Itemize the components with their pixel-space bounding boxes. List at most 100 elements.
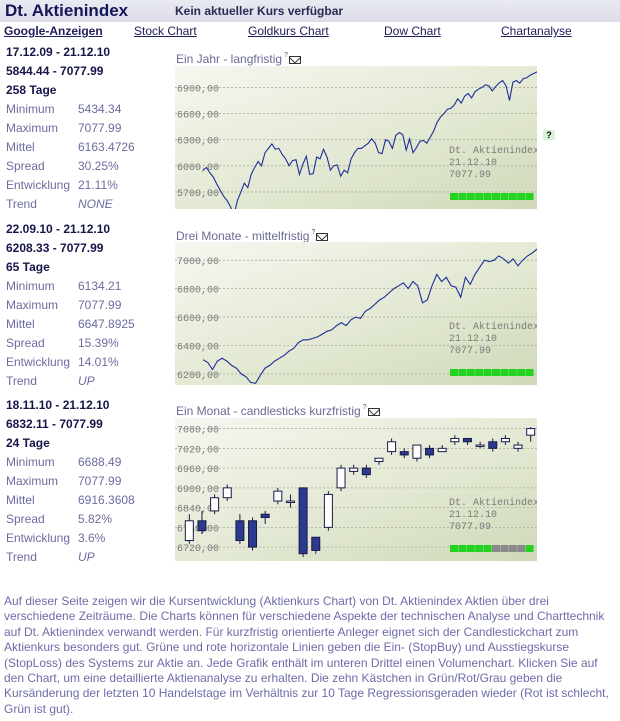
stat-label: Mittel — [6, 317, 35, 331]
nav-google-ads[interactable]: Google-Anzeigen — [4, 24, 103, 38]
chart-one-year-svg[interactable]: 5700,00 6000,00 6300,00 6600,00 6900,00 Dt. A… — [175, 66, 537, 209]
stat-maximum: Maximum 7077.99 — [6, 119, 166, 138]
candle-body — [475, 444, 485, 448]
price-line — [202, 248, 537, 384]
chart-title-three-months[interactable]: Drei Monate - mittelfristig? — [176, 229, 329, 243]
stat-label: Trend — [6, 550, 37, 564]
legend-name: Dt. Aktienindex — [449, 497, 537, 509]
candle-body — [222, 487, 232, 499]
stat-value: 6916.3608 — [78, 493, 135, 507]
chart-one-month[interactable]: 6720,006780,006840,006900,006960,007020,… — [175, 418, 537, 561]
candle-body — [361, 467, 371, 476]
candle-body — [374, 457, 384, 463]
stat-value: 14.01% — [78, 355, 119, 369]
stat-spread: Spread 5.82% — [6, 510, 166, 529]
stat-value: 6163.4726 — [78, 140, 135, 154]
trend-box — [500, 369, 509, 376]
candle-body — [349, 467, 359, 472]
stat-value: 3.6% — [78, 531, 106, 545]
y-tick-label: 6800,00 — [177, 286, 219, 297]
y-tick-label: 7020,00 — [177, 445, 219, 456]
candle-body — [311, 536, 321, 551]
stat-spread: Spread 15.39% — [6, 334, 166, 353]
stat-entwicklung: Entwicklung 14.01% — [6, 353, 166, 372]
period-range: 17.12.09 - 21.12.10 — [6, 45, 111, 59]
nav-chartanalyse[interactable]: Chartanalyse — [501, 24, 572, 38]
period-one-month: 18.11.10 - 21.12.10 6832.11 - 7077.99 24… — [6, 396, 166, 567]
stat-value: UP — [78, 550, 95, 564]
stat-label: Minimum — [6, 455, 55, 469]
chart-three-months[interactable]: 6200,00 6400,00 6600,00 6800,00 7000,00 Dt. A… — [175, 242, 537, 385]
stat-label: Entwicklung — [6, 531, 71, 545]
stat-mittel: Mittel 6647.8925 — [6, 315, 166, 334]
stat-label: Spread — [6, 336, 45, 350]
candle-body — [323, 493, 333, 528]
stat-value: 30.25% — [78, 159, 119, 173]
price-line — [202, 71, 537, 209]
nav-stock-chart[interactable]: Stock Chart — [134, 24, 197, 38]
stat-mittel: Mittel 6163.4726 — [6, 138, 166, 157]
candle-body — [285, 500, 295, 504]
trend-box — [475, 193, 484, 200]
page-title: Dt. Aktienindex — [5, 1, 129, 20]
chart-title-text[interactable]: Ein Jahr - langfristig — [176, 52, 283, 66]
y-tick-label: 6200,00 — [177, 371, 219, 382]
mail-icon[interactable] — [288, 55, 301, 64]
candle-body — [273, 490, 283, 502]
y-tick-label: 6960,00 — [177, 465, 219, 476]
y-tick-label: 7080,00 — [177, 426, 219, 437]
period-three-months: 22.09.10 - 21.12.10 6208.33 - 7077.99 65… — [6, 220, 166, 391]
mail-icon[interactable] — [367, 407, 380, 416]
trend-box — [475, 369, 484, 376]
chart-title-text[interactable]: Ein Monat - candlesticks kurzfristig — [176, 404, 361, 418]
trend-box — [517, 545, 526, 552]
chart-title-month[interactable]: Ein Monat - candlesticks kurzfristig? — [176, 404, 380, 418]
trend-box — [492, 545, 500, 552]
trend-box — [475, 545, 484, 552]
mail-icon[interactable] — [316, 232, 329, 241]
candle-body — [399, 451, 409, 456]
stat-value: 7077.99 — [78, 121, 122, 135]
trend-box — [458, 193, 467, 200]
stat-value: UP — [78, 374, 95, 388]
period-range: 18.11.10 - 21.12.10 — [6, 398, 110, 412]
chart-three-months-svg[interactable]: 6200,00 6400,00 6600,00 6800,00 7000,00 Dt. A… — [175, 242, 537, 385]
trend-box — [525, 369, 534, 376]
stat-label: Maximum — [6, 298, 59, 312]
chart-title-year[interactable]: Ein Jahr - langfristig? — [176, 52, 301, 66]
stat-label: Trend — [6, 374, 37, 388]
info-tag[interactable]: ? — [362, 404, 367, 411]
candle-body — [235, 520, 245, 542]
candle-body — [210, 497, 220, 512]
trend-box — [483, 369, 492, 376]
candle-body — [387, 441, 397, 453]
legend-date: 21.12.10 — [449, 510, 497, 521]
candle-body — [184, 520, 194, 542]
stat-maximum: Maximum 7077.99 — [6, 472, 166, 491]
chart-title-text[interactable]: Drei Monate - mittelfristig — [176, 229, 310, 243]
chart-one-year[interactable]: 5700,00 6000,00 6300,00 6600,00 6900,00 Dt. A… — [175, 66, 537, 209]
nav-goldkurs-chart[interactable]: Goldkurs Chart — [248, 24, 329, 38]
trend-box — [458, 545, 467, 552]
y-tick-label: 6600,00 — [177, 111, 219, 122]
stat-label: Entwicklung — [6, 355, 71, 369]
candle-body — [462, 437, 472, 443]
info-tag[interactable]: ? — [311, 229, 316, 236]
nav-dow-chart[interactable]: Dow Chart — [384, 24, 441, 38]
trend-box — [483, 545, 492, 552]
candle-body — [260, 513, 270, 518]
stat-trend: Trend UP — [6, 372, 166, 391]
chart-one-month-svg[interactable]: 6720,006780,006840,006900,006960,007020,… — [175, 418, 537, 561]
trend-box — [517, 193, 526, 200]
y-tick-label: 6300,00 — [177, 137, 219, 148]
candle-body — [248, 520, 258, 548]
help-icon[interactable]: ? — [543, 130, 555, 140]
candle-body — [526, 428, 536, 436]
stat-value: 6134.21 — [78, 279, 122, 293]
candle-body — [412, 444, 422, 459]
y-tick-label: 6600,00 — [177, 314, 219, 325]
stat-label: Maximum — [6, 474, 59, 488]
info-tag[interactable]: ? — [284, 52, 288, 59]
period-days: 24 Tage — [6, 436, 50, 450]
trend-box — [508, 545, 517, 552]
